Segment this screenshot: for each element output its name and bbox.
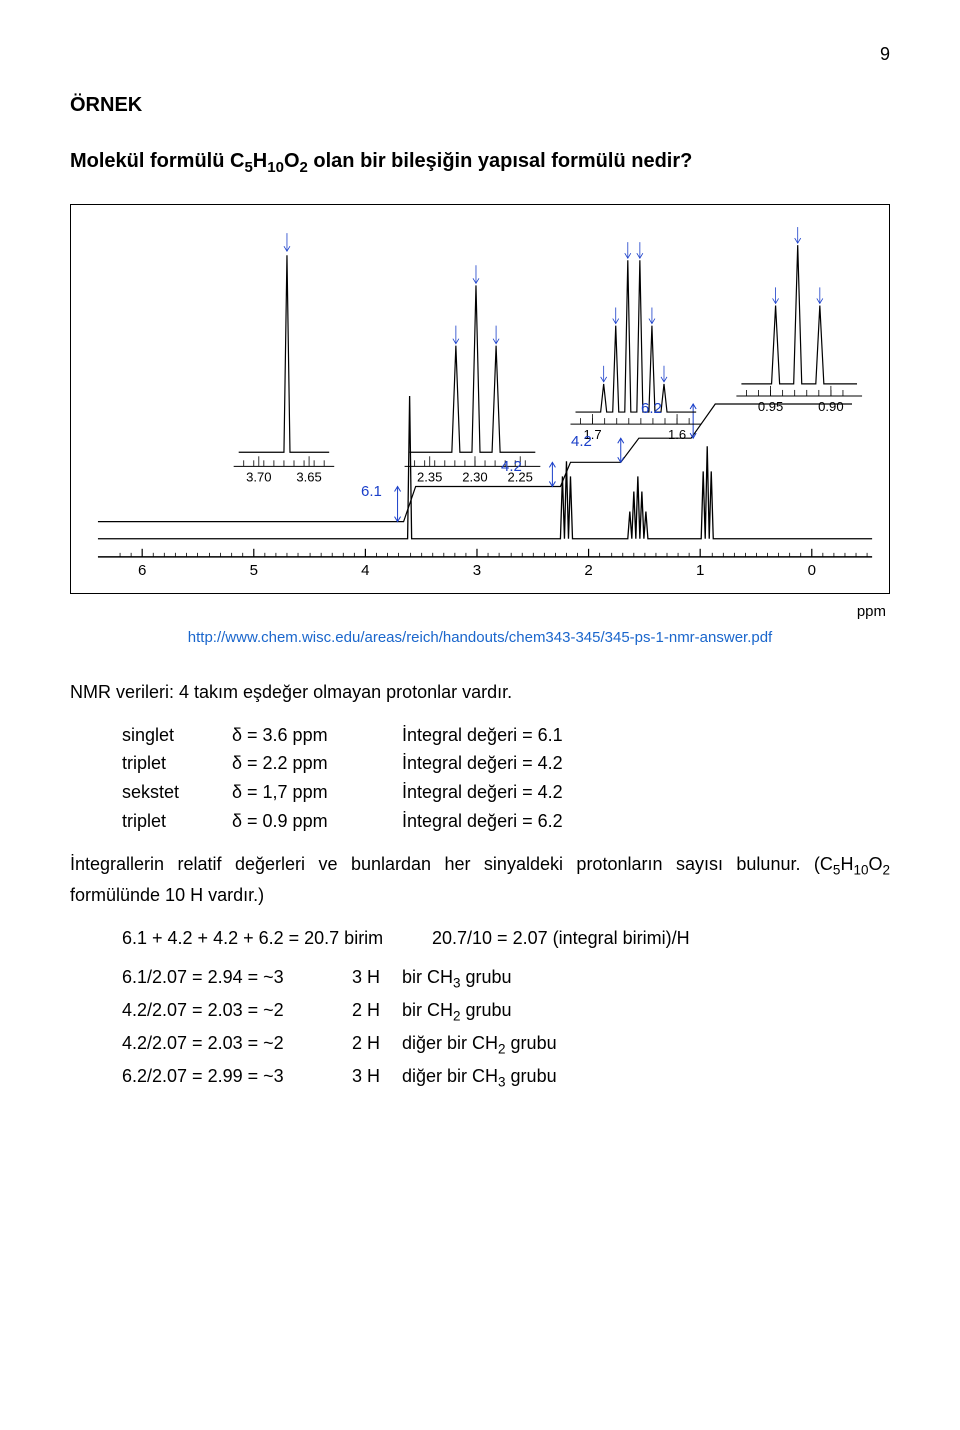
integ-cell: İntegral değeri = 6.1 — [402, 721, 890, 750]
ex-mid2: O — [868, 854, 882, 874]
calc-a: 6.1/2.07 = 2.94 = ~3 — [122, 963, 352, 994]
table-row: singlet δ = 3.6 ppm İntegral değeri = 6.… — [122, 721, 890, 750]
integral-label-1: 6.1 — [361, 480, 382, 504]
question-text: Molekül formülü C5H10O2 olan bir bileşiğ… — [70, 145, 890, 180]
ex-sub3: 2 — [882, 862, 890, 877]
calc-b: 3 H — [352, 1062, 402, 1093]
integral-label-4: 6.2 — [641, 397, 662, 421]
calc-c: bir CH2 grubu — [402, 996, 890, 1027]
q-sub2: 10 — [267, 159, 284, 176]
source-link: http://www.chem.wisc.edu/areas/reich/han… — [70, 626, 890, 650]
c-post: grubu — [506, 1066, 557, 1086]
page-number: 9 — [70, 40, 890, 69]
ex-pre: İntegrallerin relatif değerleri ve bunla… — [70, 854, 833, 874]
table-row: sekstet δ = 1,7 ppm İntegral değeri = 4.… — [122, 778, 890, 807]
delta-cell: δ = 1,7 ppm — [232, 778, 402, 807]
calc-row: 6.1/2.07 = 2.94 = ~3 3 H bir CH3 grubu — [122, 963, 890, 994]
svg-text:0.90: 0.90 — [818, 399, 843, 414]
ppm-axis-label: ppm — [70, 600, 890, 624]
calc-a: 4.2/2.07 = 2.03 = ~2 — [122, 1029, 352, 1060]
svg-text:3.65: 3.65 — [296, 469, 321, 484]
calc-a: 6.2/2.07 = 2.99 = ~3 — [122, 1062, 352, 1093]
integral-label-3: 4.2 — [571, 430, 592, 454]
calc-b: 2 H — [352, 1029, 402, 1060]
mult-cell: triplet — [122, 807, 232, 836]
calc-b: 2 H — [352, 996, 402, 1027]
svg-text:2: 2 — [584, 562, 592, 579]
mult-cell: singlet — [122, 721, 232, 750]
ex-post: formülünde 10 H vardır.) — [70, 885, 264, 905]
svg-text:1.6: 1.6 — [668, 427, 686, 442]
delta-cell: δ = 0.9 ppm — [232, 807, 402, 836]
c-pre: bir CH — [402, 967, 453, 987]
calc-row: 4.2/2.07 = 2.03 = ~2 2 H diğer bir CH2 g… — [122, 1029, 890, 1060]
svg-text:3.70: 3.70 — [246, 469, 271, 484]
svg-text:5: 5 — [250, 562, 258, 579]
ex-mid1: H — [840, 854, 853, 874]
integ-cell: İntegral değeri = 4.2 — [402, 749, 890, 778]
q-mid2: O — [284, 150, 300, 172]
calc-b: 3 H — [352, 963, 402, 994]
table-row: triplet δ = 0.9 ppm İntegral değeri = 6.… — [122, 807, 890, 836]
calc-c: bir CH3 grubu — [402, 963, 890, 994]
mult-cell: sekstet — [122, 778, 232, 807]
explain-text: İntegrallerin relatif değerleri ve bunla… — [70, 850, 890, 910]
calc-row: 4.2/2.07 = 2.03 = ~2 2 H bir CH2 grubu — [122, 996, 890, 1027]
delta-cell: δ = 3.6 ppm — [232, 721, 402, 750]
ex-sub2: 10 — [853, 862, 868, 877]
calc-block: 6.1 + 4.2 + 4.2 + 6.2 = 20.7 birim 20.7/… — [122, 924, 890, 1094]
c-pre: diğer bir CH — [402, 1033, 498, 1053]
q-pre: Molekül formülü C — [70, 150, 244, 172]
calc-c: diğer bir CH2 grubu — [402, 1029, 890, 1060]
integral-label-2: 4.2 — [501, 455, 522, 479]
intro-line: NMR verileri: 4 takım eşdeğer olmayan pr… — [70, 678, 890, 707]
svg-text:4: 4 — [361, 562, 369, 579]
svg-text:0.95: 0.95 — [758, 399, 783, 414]
c-pre: bir CH — [402, 1000, 453, 1020]
svg-text:3: 3 — [473, 562, 481, 579]
q-sub1: 5 — [244, 159, 252, 176]
q-sub3: 2 — [300, 159, 308, 176]
c-sub: 3 — [453, 975, 461, 990]
calc-c: diğer bir CH3 grubu — [402, 1062, 890, 1093]
c-post: grubu — [461, 1000, 512, 1020]
section-heading: ÖRNEK — [70, 89, 890, 121]
nmr-spectrum-svg: 6 5 4 3 2 1 0 — [77, 215, 883, 587]
svg-text:0: 0 — [808, 562, 816, 579]
c-sub: 2 — [453, 1008, 461, 1023]
table-row: triplet δ = 2.2 ppm İntegral değeri = 4.… — [122, 749, 890, 778]
calc-a: 4.2/2.07 = 2.03 = ~2 — [122, 996, 352, 1027]
signal-table: singlet δ = 3.6 ppm İntegral değeri = 6.… — [122, 721, 890, 836]
c-sub: 2 — [498, 1042, 506, 1057]
svg-text:2.35: 2.35 — [417, 469, 442, 484]
c-post: grubu — [506, 1033, 557, 1053]
c-pre: diğer bir CH — [402, 1066, 498, 1086]
svg-text:2.30: 2.30 — [462, 469, 487, 484]
q-post: olan bir bileşiğin yapısal formülü nedir… — [308, 150, 693, 172]
q-mid1: H — [253, 150, 267, 172]
svg-text:6: 6 — [138, 562, 146, 579]
c-post: grubu — [461, 967, 512, 987]
calc-row: 6.2/2.07 = 2.99 = ~3 3 H diğer bir CH3 g… — [122, 1062, 890, 1093]
svg-text:1: 1 — [696, 562, 704, 579]
integ-cell: İntegral değeri = 4.2 — [402, 778, 890, 807]
sum-right: 20.7/10 = 2.07 (integral birimi)/H — [432, 924, 890, 953]
sum-left: 6.1 + 4.2 + 4.2 + 6.2 = 20.7 birim — [122, 924, 432, 953]
nmr-spectrum-figure: 6 5 4 3 2 1 0 — [70, 204, 890, 594]
integ-cell: İntegral değeri = 6.2 — [402, 807, 890, 836]
mult-cell: triplet — [122, 749, 232, 778]
delta-cell: δ = 2.2 ppm — [232, 749, 402, 778]
c-sub: 3 — [498, 1075, 506, 1090]
calc-sum-row: 6.1 + 4.2 + 4.2 + 6.2 = 20.7 birim 20.7/… — [122, 924, 890, 953]
